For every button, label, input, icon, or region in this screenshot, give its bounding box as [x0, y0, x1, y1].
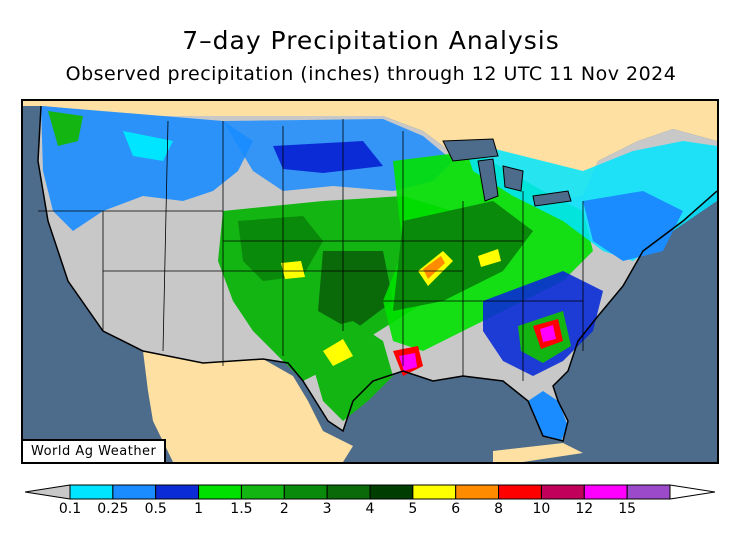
legend-swatch	[326, 484, 371, 500]
legend-tick-label: 2	[279, 501, 289, 517]
legend-tick-label: 3	[322, 501, 332, 517]
great-lakes	[442, 138, 572, 207]
legend-swatch	[583, 484, 628, 500]
map-title: 7–day Precipitation Analysis	[182, 26, 560, 55]
precip-texas-yellow	[323, 339, 353, 366]
precip-carolina-magenta	[540, 325, 556, 342]
legend-swatch	[498, 484, 542, 500]
legend-tick-label: 0.1	[58, 501, 82, 517]
legend-labels: 0.1 0.25 0.5 1 1.5 2 3 4 5 6 8 10 12 15	[0, 501, 742, 521]
map-canvas	[23, 101, 717, 462]
precip-kentucky-yellow	[478, 249, 501, 267]
legend-swatch	[112, 484, 157, 500]
precip-colorado-yellow	[281, 261, 305, 279]
state-borders	[38, 119, 584, 381]
legend-swatch	[369, 484, 414, 500]
legend-swatch	[240, 484, 285, 500]
legend-swatch	[155, 484, 200, 500]
precip-pnw-cyan	[123, 131, 173, 161]
precip-pnw-blue	[41, 106, 253, 231]
legend-below-triangle	[25, 484, 71, 500]
legend-above-triangle	[669, 484, 715, 500]
legend-swatch	[412, 484, 457, 500]
legend-tick-label: 15	[618, 501, 637, 517]
legend-swatch	[69, 484, 114, 500]
us-coastline	[37, 105, 717, 442]
precip-pnw-green	[48, 111, 83, 146]
color-legend	[25, 484, 715, 500]
legend-swatch	[626, 484, 671, 500]
credit-label: World Ag Weather	[23, 439, 167, 462]
legend-swatch	[198, 484, 242, 500]
legend-tick-label: 1.5	[230, 501, 253, 517]
precip-arkansas-orange	[423, 256, 445, 279]
legend-tick-label: 4	[365, 501, 375, 517]
legend-tick-label: 8	[494, 501, 504, 517]
precip-northeast-blue	[583, 191, 683, 261]
mexico-landmass	[143, 351, 353, 462]
legend-swatch	[455, 484, 500, 500]
legend-swatch	[283, 484, 328, 500]
legend-tick-label: 0.5	[144, 501, 167, 517]
precipitation-map: World Ag Weather	[21, 99, 719, 464]
legend-tick-label: 10	[532, 501, 551, 517]
precip-louisiana-magenta	[399, 353, 417, 371]
legend-tick-label: 1	[194, 501, 204, 517]
cuba-landmass	[493, 443, 583, 462]
precip-dakotas-darkblue	[273, 141, 383, 173]
legend-swatch	[540, 484, 585, 500]
precip-florida-blue	[528, 391, 568, 441]
map-subtitle: Observed precipitation (inches) through …	[65, 63, 677, 85]
legend-tick-label: 0.25	[97, 501, 129, 517]
legend-tick-label: 12	[575, 501, 594, 517]
legend-tick-label: 5	[408, 501, 418, 517]
legend-tick-label: 6	[451, 501, 461, 517]
